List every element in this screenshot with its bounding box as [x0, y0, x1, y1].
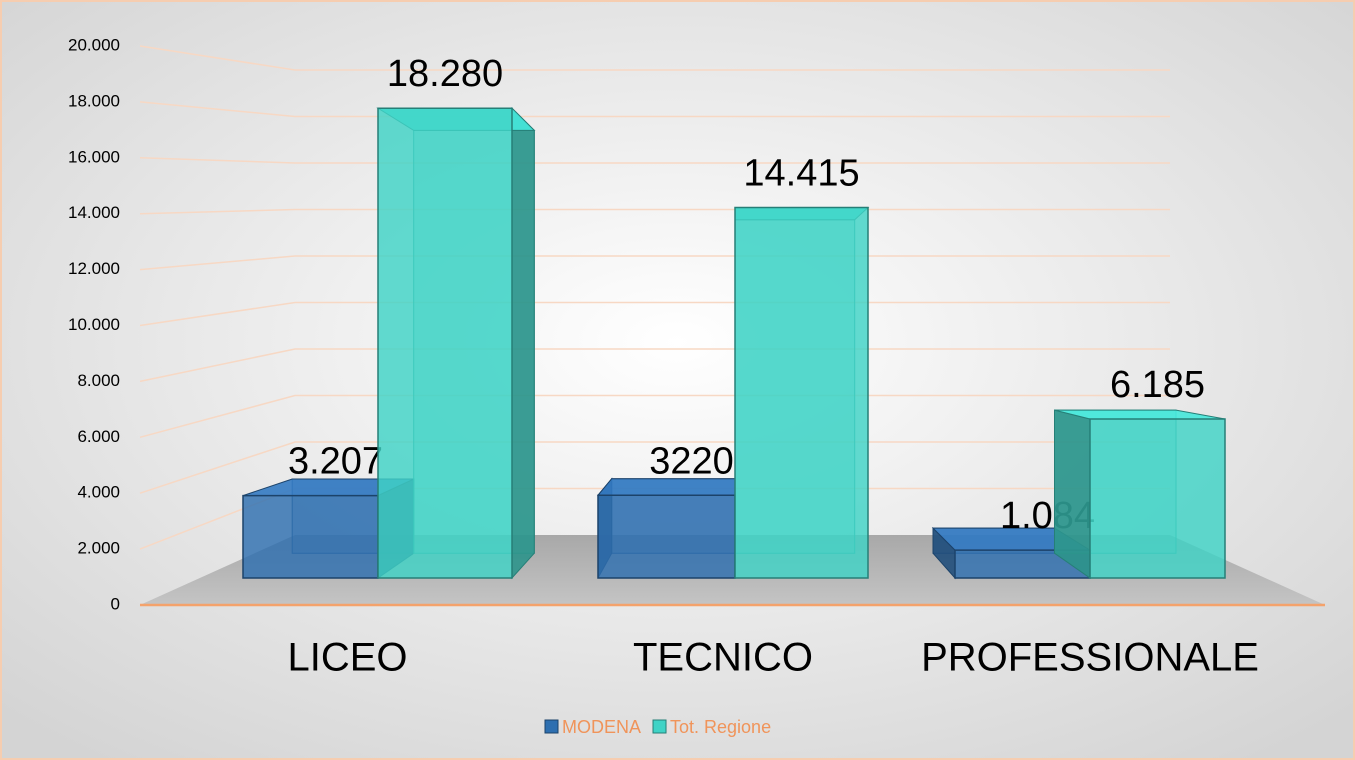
legend-label: MODENA [562, 717, 641, 737]
y-tick-label: 6.000 [77, 427, 120, 446]
y-tick-label: 2.000 [77, 539, 120, 558]
data-label: 3220 [649, 440, 734, 482]
x-tick-label: TECNICO [633, 636, 813, 680]
y-tick-label: 12.000 [68, 259, 120, 278]
data-label: 3.207 [288, 441, 383, 483]
data-label: 18.280 [387, 53, 503, 95]
legend-swatch [652, 719, 667, 734]
x-tick-label: PROFESSIONALE [921, 636, 1259, 680]
grid-line [139, 45, 1170, 71]
grid-line [139, 101, 1170, 118]
grid-line [139, 301, 1170, 327]
data-label: 14.415 [743, 153, 859, 195]
data-label: 6.185 [1110, 364, 1205, 406]
legend-label: Tot. Regione [670, 717, 771, 737]
grid-line [139, 157, 1170, 164]
y-tick-label: 20.000 [68, 35, 120, 54]
y-tick-label: 18.000 [68, 91, 120, 110]
bar [1089, 418, 1226, 579]
grid-line [139, 348, 1170, 383]
y-tick-label: 14.000 [68, 203, 120, 222]
bar [597, 494, 736, 579]
grid-line [139, 255, 1170, 271]
bar [377, 107, 513, 579]
x-tick-label: LICEO [287, 636, 407, 680]
bar [734, 206, 869, 579]
y-tick-label: 4.000 [77, 483, 120, 502]
grid-line [139, 394, 1170, 439]
y-tick-label: 10.000 [68, 315, 120, 334]
bar-side [1054, 409, 1091, 579]
y-tick-label: 16.000 [68, 147, 120, 166]
bar-side [511, 107, 535, 580]
grid-line [139, 441, 1170, 494]
y-tick-label: 8.000 [77, 371, 120, 390]
grid-line [139, 208, 1170, 215]
bar [242, 494, 379, 579]
y-tick-label: 0 [111, 594, 120, 613]
legend-swatch [544, 719, 559, 734]
